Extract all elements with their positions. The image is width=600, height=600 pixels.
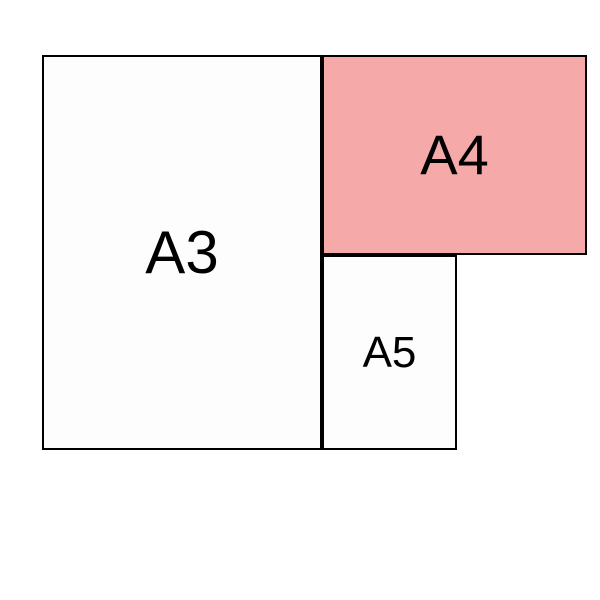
label-a3: A3 (145, 223, 218, 283)
box-a4: A4 (322, 55, 587, 255)
label-a4: A4 (420, 127, 489, 183)
box-a5: A5 (322, 255, 457, 450)
box-a3: A3 (42, 55, 322, 450)
paper-size-diagram: A3 A4 A5 (0, 0, 600, 600)
label-a5: A5 (363, 331, 417, 375)
